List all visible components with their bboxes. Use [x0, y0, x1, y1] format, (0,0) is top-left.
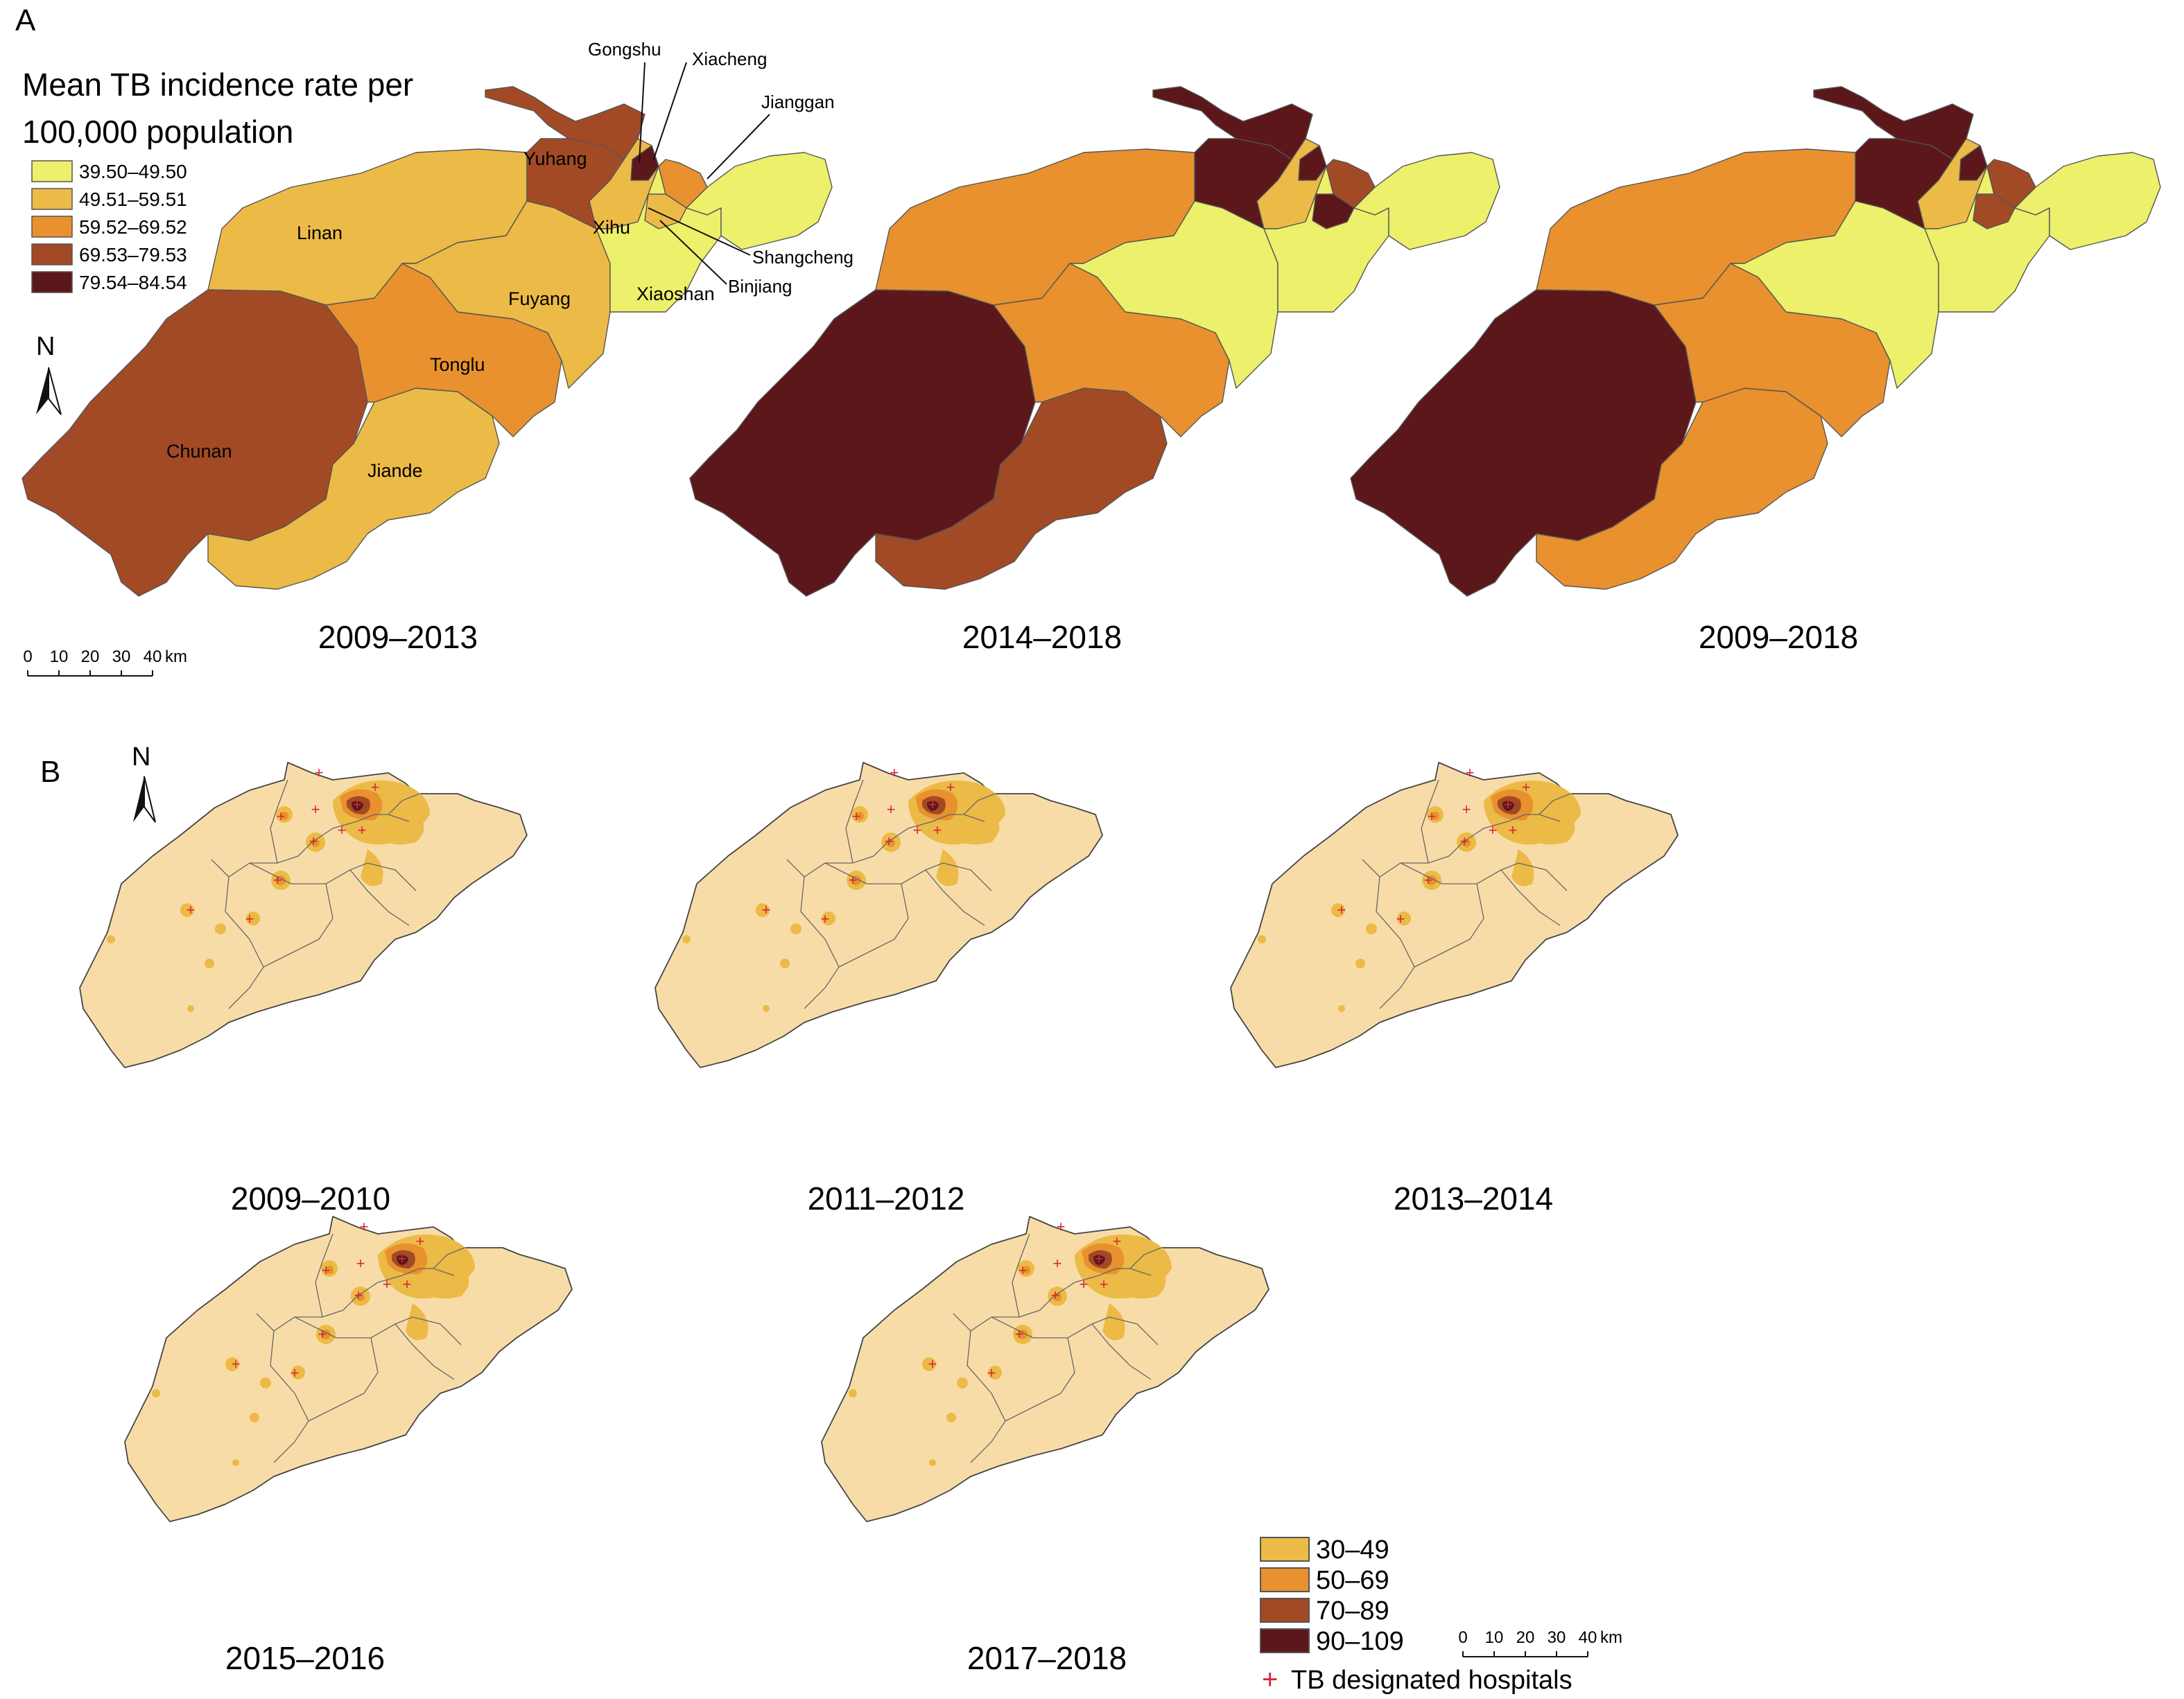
- period-label-b-4: 2017–2018: [967, 1640, 1127, 1676]
- period-label-a-2: 2009–2018: [1699, 619, 1858, 655]
- district-label-xihu: Xihu: [593, 217, 630, 238]
- scale-unit: km: [1600, 1628, 1622, 1647]
- scale-bar-a: 0 10 20 30 40 km: [23, 647, 187, 677]
- scale-tick-3: 30: [1548, 1628, 1566, 1647]
- region-outline: [821, 1216, 1269, 1522]
- legend-b-swatch-3: [1260, 1628, 1310, 1653]
- callout-line-jianggan: [707, 114, 770, 180]
- urban-callouts: Gongshu Xiacheng Jianggan Shangcheng Bin…: [588, 39, 853, 297]
- callout-line-shangcheng: [648, 207, 751, 256]
- district-label-fuyang: Fuyang: [508, 288, 571, 309]
- callout-label-shangcheng: Shangcheng: [752, 247, 853, 268]
- north-arrow-b-letter: N: [132, 742, 150, 772]
- north-arrow-a-icon: [36, 367, 49, 415]
- legend-a-title-line2: 100,000 population: [22, 114, 293, 150]
- district-label-tonglu: Tonglu: [430, 354, 485, 375]
- period-label-b-2: 2013–2014: [1394, 1180, 1553, 1217]
- callout-label-jianggan: Jianggan: [761, 92, 835, 112]
- scale-tick-0: 0: [1458, 1628, 1467, 1647]
- scale-tick-1: 10: [1485, 1628, 1504, 1647]
- legend-a-label-0: 39.50–49.50: [79, 161, 187, 182]
- scale-tick-4: 40: [144, 647, 162, 666]
- legend-a-swatch-2: [31, 216, 73, 238]
- north-arrow-b: N: [132, 742, 156, 823]
- legend-b-swatch-2: [1260, 1598, 1310, 1623]
- callout-label-xiacheng: Xiacheng: [692, 49, 767, 69]
- north-arrow-a: N: [36, 332, 62, 415]
- scale-bar-b: 0 10 20 30 40 km: [1458, 1628, 1622, 1657]
- legend-b-label-0: 30–49: [1316, 1535, 1389, 1565]
- region-outline: [1230, 762, 1679, 1068]
- scale-tick-2: 20: [81, 647, 100, 666]
- period-label-b-1: 2011–2012: [808, 1180, 965, 1217]
- legend-b-label-1: 50–69: [1316, 1566, 1389, 1595]
- legend-a-title-line1: Mean TB incidence rate per: [22, 67, 413, 103]
- legend-b-hospital-marker: +: [1262, 1664, 1278, 1695]
- district-label-jiande: Jiande: [367, 460, 423, 481]
- north-arrow-a-letter: N: [36, 332, 55, 361]
- legend-b-label-3: 90–109: [1316, 1627, 1404, 1656]
- legend-a-label-1: 49.51–59.51: [79, 189, 187, 210]
- scale-tick-3: 30: [112, 647, 131, 666]
- density-map-2011-2012: [655, 762, 1103, 1068]
- period-label-b-0: 2009–2010: [231, 1180, 390, 1217]
- scale-tick-0: 0: [23, 647, 32, 666]
- region-outline: [655, 762, 1103, 1068]
- callout-line-binjiang: [659, 220, 727, 285]
- panel-b-letter: B: [40, 755, 60, 789]
- legend-b-swatch-1: [1260, 1567, 1310, 1592]
- period-label-a-1: 2014–2018: [962, 619, 1122, 655]
- legend-b-swatch-0: [1260, 1537, 1310, 1562]
- district-label-xiaoshan: Xiaoshan: [636, 284, 715, 304]
- period-label-b-3: 2015–2016: [225, 1640, 385, 1676]
- panel-a-legend: Mean TB incidence rate per 100,000 popul…: [22, 67, 413, 293]
- district-label-linan: Linan: [297, 223, 343, 243]
- legend-a-label-4: 79.54–84.54: [79, 272, 187, 293]
- scale-tick-4: 40: [1579, 1628, 1597, 1647]
- district-label-chunan: Chunan: [166, 441, 232, 462]
- legend-b-label-2: 70–89: [1316, 1596, 1389, 1626]
- district-labels: Linan Yuhang Xihu Fuyang Xiaoshan Tonglu…: [166, 148, 715, 481]
- callout-line-xiacheng: [652, 62, 687, 162]
- legend-a-label-2: 59.52–69.52: [79, 216, 187, 238]
- density-map-2013-2014: [1230, 762, 1679, 1068]
- region-outline: [124, 1216, 573, 1522]
- legend-a-label-3: 69.53–79.53: [79, 244, 187, 265]
- period-label-a-0: 2009–2013: [318, 619, 478, 655]
- callout-label-binjiang: Binjiang: [728, 276, 792, 297]
- scale-unit: km: [165, 647, 187, 666]
- panel-a-letter: A: [15, 3, 36, 37]
- legend-a-swatch-4: [31, 271, 73, 293]
- legend-a-swatch-0: [31, 160, 73, 182]
- callout-line-gongshu: [639, 62, 645, 164]
- scale-tick-2: 20: [1516, 1628, 1535, 1647]
- district-label-yuhang: Yuhang: [523, 148, 587, 169]
- legend-b-hospital-label: TB designated hospitals: [1291, 1666, 1572, 1695]
- callout-label-gongshu: Gongshu: [588, 39, 661, 60]
- density-map-2017-2018: [821, 1216, 1269, 1522]
- legend-a-swatch-3: [31, 243, 73, 265]
- density-map-2015-2016: [124, 1216, 573, 1522]
- scale-tick-1: 10: [50, 647, 69, 666]
- legend-a-swatch-1: [31, 188, 73, 210]
- north-arrow-b-icon: [133, 776, 144, 822]
